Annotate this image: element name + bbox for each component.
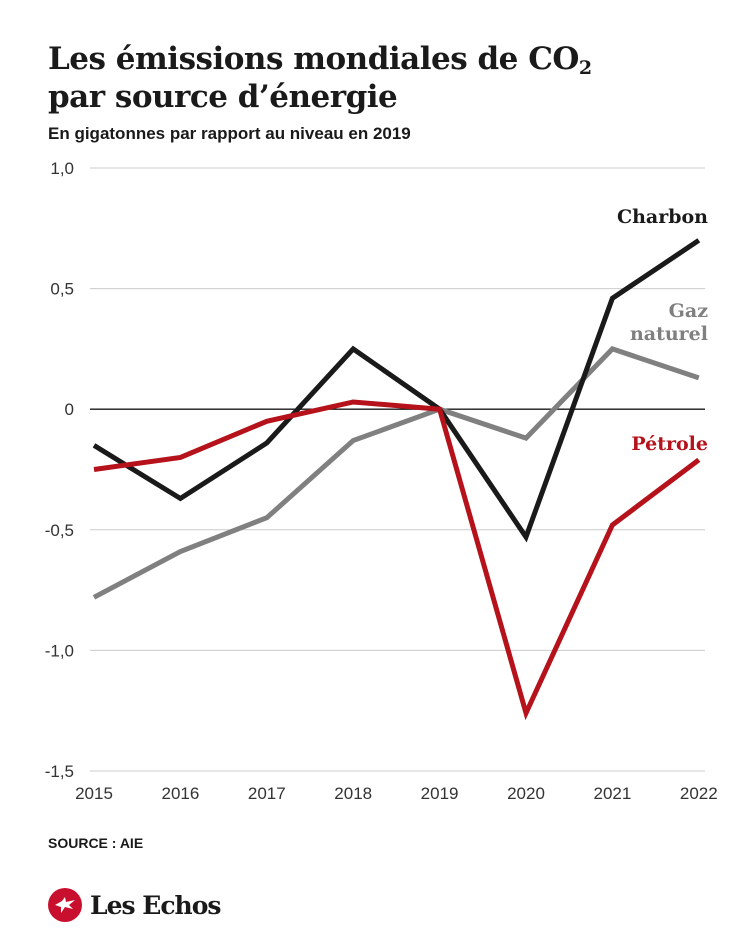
y-tick-label: 1,0 <box>50 159 74 178</box>
title-subscript: 2 <box>578 57 592 79</box>
y-tick-label: -0,5 <box>45 521 74 540</box>
y-tick-label: -1,5 <box>45 762 74 781</box>
x-tick-label: 2018 <box>334 784 372 803</box>
y-tick-label: -1,0 <box>45 641 74 660</box>
title-line-1: Les émissions mondiales de CO <box>48 41 579 77</box>
y-tick-label: 0 <box>65 400 74 419</box>
chart-subtitle: En gigatonnes par rapport au niveau en 2… <box>48 124 411 143</box>
x-tick-label: 2019 <box>421 784 459 803</box>
x-tick-label: 2016 <box>161 784 199 803</box>
x-tick-label: 2015 <box>75 784 113 803</box>
series-label: Gaz <box>669 300 709 322</box>
series-label: Charbon <box>617 206 708 228</box>
series-layer <box>92 238 701 721</box>
publisher-logo: Les Echos <box>48 888 221 922</box>
eagle-icon <box>48 888 82 922</box>
x-tick-label: 2020 <box>507 784 545 803</box>
series-line-petrole <box>93 399 701 721</box>
y-tick-label: 0,5 <box>50 280 74 299</box>
title-line-2: par source d’énergie <box>48 79 398 115</box>
x-tick-label: 2022 <box>680 784 718 803</box>
series-line-gaz-naturel <box>92 346 700 600</box>
series-label: naturel <box>630 323 708 345</box>
chart-title: Les émissions mondiales de CO2 par source… <box>48 40 728 116</box>
x-tick-label: 2021 <box>593 784 631 803</box>
source-note: SOURCE : AIE <box>48 835 144 851</box>
logo-wordmark: Les Echos <box>90 890 221 920</box>
x-tick-label: 2017 <box>248 784 286 803</box>
series-line-charbon <box>92 238 701 543</box>
series-label: Pétrole <box>631 433 708 455</box>
